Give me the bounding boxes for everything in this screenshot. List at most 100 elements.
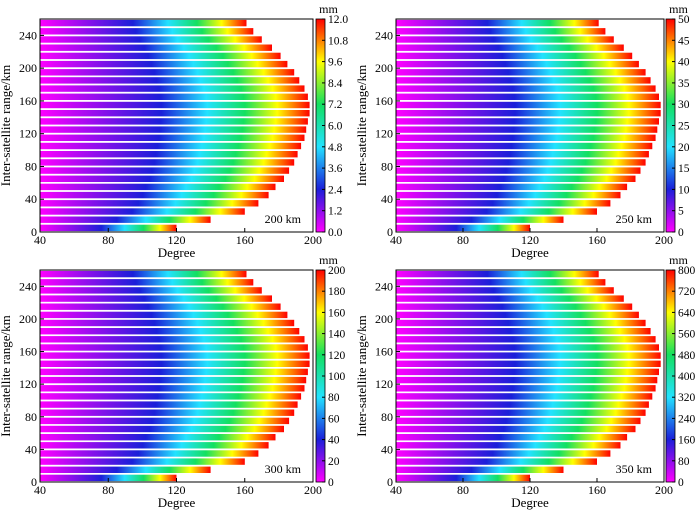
heatmap-bar — [396, 208, 597, 215]
heatmap-bar — [40, 311, 288, 319]
x-tick-label: 200 — [304, 233, 322, 247]
colorbar-tick-label: 10.8 — [328, 35, 348, 47]
colorbar-tick-label: 12.0 — [328, 14, 348, 26]
heatmap-bar — [40, 474, 177, 482]
panel-label: 300 km — [265, 462, 302, 476]
heatmap-bar — [40, 167, 290, 174]
heatmap-bar — [396, 101, 661, 109]
heatmap-bar — [40, 376, 307, 384]
y-tick-label: 160 — [19, 94, 37, 108]
colorbar-tick-label: 3.6 — [328, 163, 343, 175]
x-tick-label: 160 — [588, 483, 606, 497]
colorbar-tick-label: 800 — [678, 265, 696, 277]
colorbar-tick-label: 160 — [678, 435, 696, 447]
heatmap-bar — [40, 101, 310, 109]
heatmap-bar — [40, 450, 259, 457]
y-tick-label: 40 — [381, 442, 393, 456]
colorbar-tick-label: 120 — [328, 350, 346, 362]
y-axis-label: Inter-satellite range/km — [0, 315, 13, 436]
heatmap-bar — [40, 69, 295, 76]
heatmap-bar — [396, 442, 621, 449]
heatmap-bar — [40, 224, 177, 232]
colorbar-tick-label: 2.4 — [328, 184, 343, 196]
colorbar-unit: mm — [669, 253, 688, 267]
y-tick-label: 120 — [375, 377, 393, 391]
colorbar-tick-label: 140 — [328, 329, 346, 341]
heatmap-bar — [40, 85, 305, 92]
colorbar-tick-label: 8.4 — [328, 78, 343, 90]
colorbar-tick-label: 40 — [328, 435, 340, 447]
y-tick-label: 40 — [25, 192, 37, 206]
heatmap-bar — [396, 191, 621, 199]
heatmap-bar — [396, 159, 646, 166]
x-tick-label: 160 — [588, 233, 606, 247]
colorbar-tick-label: 80 — [678, 456, 690, 468]
heatmap-bar — [396, 52, 633, 60]
colorbar-tick-label: 40 — [678, 57, 690, 69]
heatmap-bar — [396, 368, 659, 376]
heatmap-bar — [40, 303, 281, 310]
y-tick-label: 160 — [19, 345, 37, 359]
heatmap-bar — [40, 344, 308, 351]
heatmap-bar — [396, 167, 641, 174]
colorbar-tick-label: 45 — [678, 35, 690, 47]
colorbar-unit: mm — [319, 2, 338, 16]
colorbar-tick-label: 180 — [328, 286, 346, 298]
heatmap-bar — [40, 134, 305, 141]
heatmap-bar — [396, 126, 658, 133]
colorbar-tick-label: 200 — [328, 265, 346, 277]
axes-frame — [395, 18, 665, 233]
heatmap-bar — [396, 19, 599, 27]
heatmap-bar — [40, 77, 300, 84]
panel-label: 250 km — [616, 212, 653, 226]
x-axis-label: Degree — [158, 495, 196, 510]
heatmap-bar — [40, 385, 305, 392]
heatmap-bar — [40, 19, 247, 27]
heatmap-bar — [396, 434, 628, 441]
chart-panel-1: 40 80 120 160 20004080120160200240DegreeInte… — [0, 2, 348, 260]
heatmap-bar — [40, 409, 295, 416]
heatmap-bar — [396, 151, 649, 158]
heatmap-bar — [396, 401, 649, 408]
x-tick-label: 40 — [390, 233, 402, 247]
heatmap-bar — [396, 425, 636, 433]
heatmap-bar — [396, 450, 611, 457]
y-tick-label: 0 — [387, 225, 393, 239]
axes-frame — [39, 18, 314, 233]
colorbar-tick-label: 560 — [678, 329, 696, 341]
heatmap-bar — [40, 458, 245, 465]
colorbar-tick-label: 100 — [328, 371, 346, 383]
heatmap-bar — [396, 270, 599, 278]
heatmap-bar — [40, 279, 254, 286]
colorbar-tick-label: 20 — [328, 456, 340, 468]
y-tick-label: 0 — [31, 475, 37, 489]
x-tick-label: 120 — [168, 233, 186, 247]
heatmap-bar — [396, 175, 636, 182]
heatmap-bar — [396, 69, 646, 76]
colorbar-tick-label: 1.2 — [328, 206, 343, 218]
x-tick-label: 200 — [655, 233, 673, 247]
heatmap-bar — [40, 93, 308, 100]
heatmap-bar — [396, 279, 606, 286]
heatmap-bar — [396, 344, 659, 351]
heatmap-bar — [396, 303, 633, 310]
colorbar-tick-label: 20 — [678, 142, 690, 154]
heatmap-bar — [396, 216, 564, 223]
colorbar-tick-label: 50 — [678, 14, 690, 26]
chart-panel-3: 40 80 120 160 20004080120160200240DegreeInte… — [0, 253, 346, 510]
heatmap-bar — [396, 311, 639, 319]
x-tick-label: 120 — [168, 483, 186, 497]
heatmap-bar — [40, 328, 300, 335]
x-tick-label: 160 — [236, 483, 254, 497]
y-tick-label: 120 — [19, 377, 37, 391]
heatmap-bar — [396, 85, 656, 92]
x-tick-label: 120 — [521, 483, 539, 497]
colorbar-tick-label: 7.2 — [328, 99, 343, 111]
y-tick-label: 120 — [19, 127, 37, 141]
y-tick-label: 240 — [19, 28, 37, 42]
colorbar-tick-label: 400 — [678, 371, 696, 383]
colorbar-tick-label: 15 — [678, 163, 690, 175]
colorbar-tick-label: 240 — [678, 413, 696, 425]
y-tick-label: 40 — [381, 192, 393, 206]
x-tick-label: 80 — [457, 483, 469, 497]
